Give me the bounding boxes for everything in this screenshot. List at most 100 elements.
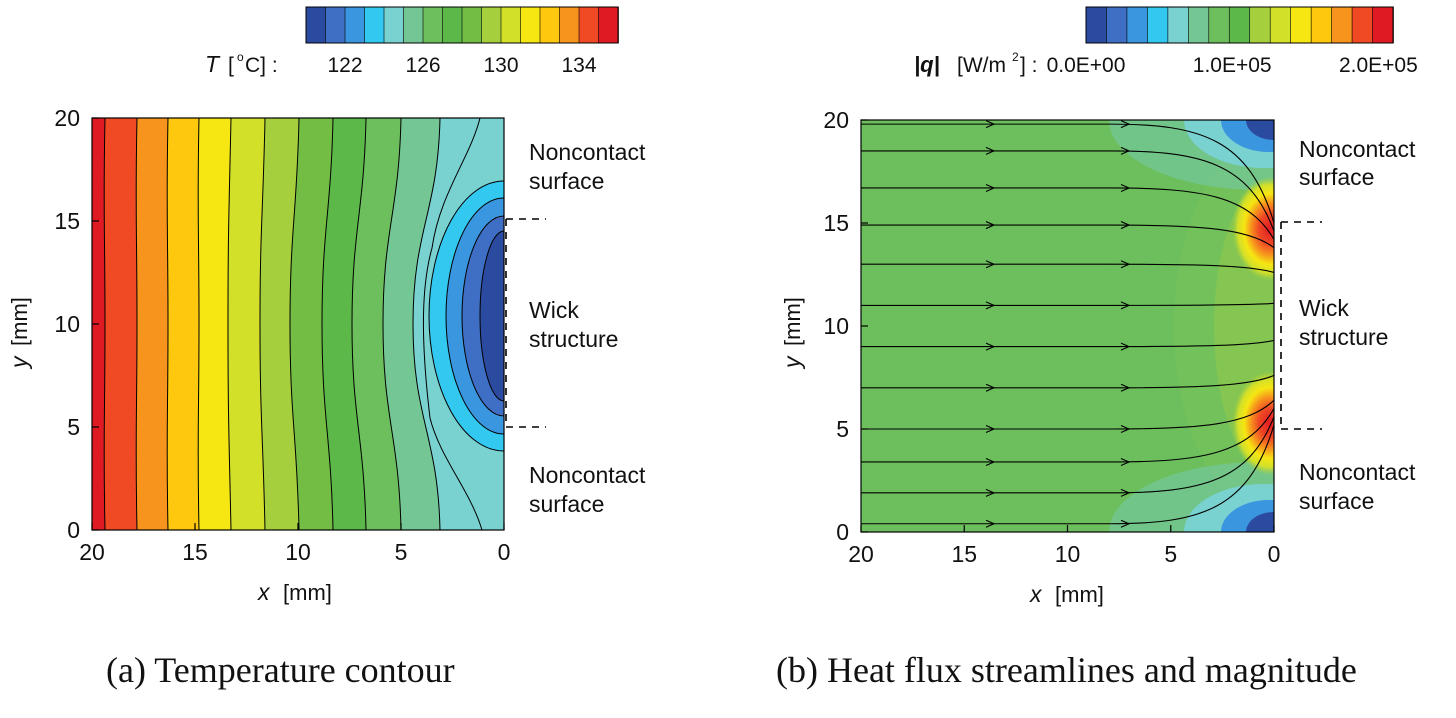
colorbar-swatch	[481, 6, 502, 44]
colorbar-swatch	[1147, 6, 1169, 44]
noncontact-bottom-a-line2: surface	[529, 491, 604, 517]
x-tick-label: 0	[498, 539, 511, 565]
y-tick-label: 0	[836, 519, 849, 545]
contour-line	[197, 118, 200, 530]
streamline-arrow	[985, 146, 996, 155]
caption-a: (a) Temperature contour	[106, 650, 455, 690]
x-tick-label: 15	[182, 539, 208, 565]
colorbar-swatch	[305, 6, 327, 44]
x-tick-label: 10	[1055, 541, 1081, 567]
colorbar-swatch	[1331, 6, 1353, 44]
contour-ring	[479, 230, 504, 402]
streamline	[861, 263, 1274, 273]
wick-a-line2: structure	[529, 326, 618, 352]
colorbar-tick-label: 134	[561, 54, 596, 77]
wick-boundary-a	[505, 218, 546, 428]
y-tick-label: 5	[67, 414, 80, 440]
wick-b-line1: Wick	[1299, 295, 1349, 321]
contour-line	[166, 118, 169, 530]
colorbar-frame	[305, 6, 619, 44]
contour-line	[103, 118, 106, 530]
noncontact-top-b-line2: surface	[1299, 164, 1374, 190]
axes-a: 20 15 10 5 0 0 5 10 15 20	[54, 105, 510, 565]
streamline-arrow	[1120, 488, 1131, 497]
streamline-arrow	[1120, 260, 1131, 269]
y-tick-label: 0	[67, 517, 80, 543]
axes-b: 20 15 10 5 0 0 5 10 15 20	[823, 107, 1280, 567]
colorbar-swatch	[578, 6, 600, 44]
colorbar-swatch	[422, 6, 444, 44]
contour-line	[422, 118, 483, 530]
colorbar-swatch	[598, 6, 619, 44]
contour-line	[135, 118, 138, 530]
contour-line	[321, 118, 334, 530]
streamline-arrow	[985, 424, 996, 434]
colorbar-swatch	[1167, 6, 1190, 44]
streamline-arrow	[1120, 383, 1131, 392]
x-tick-label: 10	[285, 539, 311, 565]
colorbar-a-unit-prefix: [	[228, 54, 234, 77]
wick-a-line1: Wick	[529, 297, 579, 323]
flux-low-top	[1246, 120, 1274, 140]
y-tick-label: 15	[54, 208, 80, 234]
colorbar-b	[1085, 6, 1394, 44]
colorbar-swatch	[520, 6, 541, 44]
streamline	[861, 187, 1274, 240]
colorbar-a-label: T [ o C] :	[205, 50, 278, 77]
panel-b: |q| [W/m 2 ] : 0.0E+00 1.0E+05 2.0E+05 20 1…	[776, 6, 1418, 690]
noncontact-bottom-a-line1: Noncontact	[529, 462, 646, 488]
noncontact-bottom-b-line2: surface	[1299, 488, 1374, 514]
colorbar-b-unit-prefix: [W/m	[957, 54, 1006, 77]
streamline	[861, 424, 1274, 525]
colorbar-swatch	[1249, 6, 1271, 44]
streamline-arrow	[1120, 424, 1131, 434]
contour-line	[412, 118, 441, 530]
contour-line	[351, 118, 367, 530]
streamline-arrow	[985, 488, 996, 497]
y-tick-label: 5	[836, 416, 849, 442]
y-axis-a-symbol: y	[6, 355, 32, 370]
colorbar-tick-label: 2.0E+05	[1339, 54, 1418, 77]
flux-hotspot	[1232, 371, 1274, 475]
colorbar-swatch	[539, 6, 561, 44]
colorbar-a-symbol: T	[205, 51, 221, 77]
colorbar-swatch	[383, 6, 405, 44]
colorbar-tick-label: 126	[405, 54, 440, 77]
y-tick-label: 10	[54, 311, 80, 337]
y-axis-a-unit: [mm]	[7, 297, 32, 346]
streamline-arrow	[985, 260, 996, 269]
streamline-arrow	[985, 342, 996, 351]
x-axis-b-symbol: x	[1029, 581, 1043, 607]
colorbar-swatch	[1106, 6, 1128, 44]
colorbar-swatch	[1269, 6, 1292, 44]
contour-line	[227, 118, 232, 530]
streamline-arrow	[985, 519, 996, 528]
colorbar-swatch	[1126, 6, 1149, 44]
streamline-arrow	[985, 221, 996, 230]
x-tick-label: 5	[395, 539, 408, 565]
colorbar-frame	[1085, 6, 1394, 44]
streamline-arrow	[985, 183, 996, 192]
streamline	[861, 408, 1274, 463]
colorbar-swatch	[1351, 6, 1374, 44]
streamline-arrow	[1120, 342, 1131, 351]
streamline	[861, 224, 1274, 249]
streamline-arrow	[1120, 183, 1131, 192]
streamline-arrow	[1120, 146, 1131, 155]
streamline-arrow	[1120, 120, 1131, 129]
x-tick-label: 0	[1268, 541, 1281, 567]
y-axis-a-title: y [mm]	[6, 297, 32, 370]
colorbar-a	[305, 6, 619, 44]
flux-background	[861, 120, 1274, 532]
colorbar-swatch	[364, 6, 385, 44]
heat-flux-field	[861, 120, 1274, 532]
x-axis-a-symbol: x	[257, 579, 271, 605]
colorbar-swatch	[344, 6, 366, 44]
streamline-arrow	[1120, 221, 1131, 230]
y-tick-label: 10	[823, 313, 849, 339]
colorbar-a-unit-suffix: C] :	[245, 54, 278, 77]
flux-hotspot	[1232, 177, 1274, 281]
streamline-arrow	[1120, 457, 1131, 466]
colorbar-tick-label: 122	[327, 54, 362, 77]
colorbar-swatch	[1290, 6, 1312, 44]
